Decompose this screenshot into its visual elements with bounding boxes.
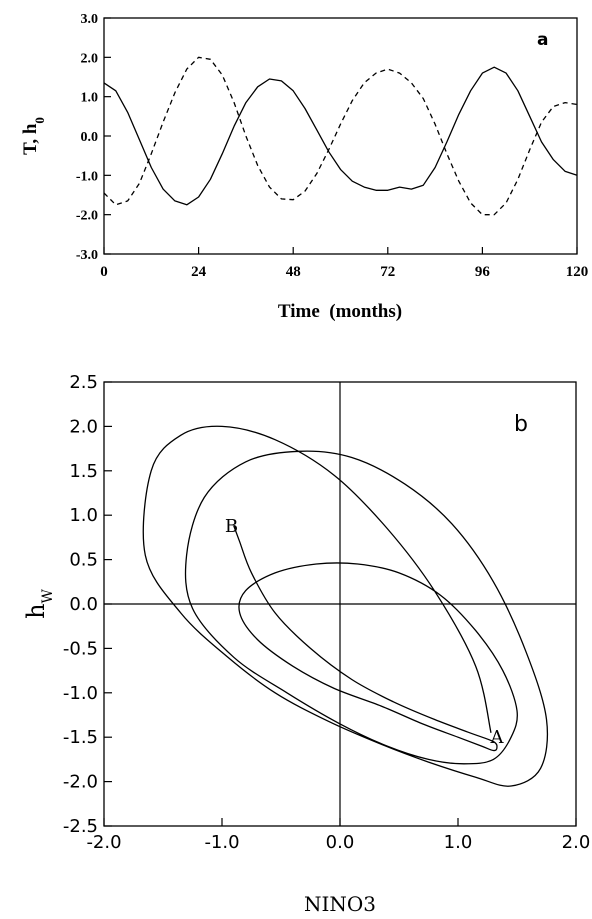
- panel-a-x-tick-label: 120: [566, 264, 589, 280]
- panel-b-x-tick-label: 2.0: [562, 832, 591, 853]
- panel-b-y-tick-label: 2.5: [69, 372, 98, 393]
- panel-b-y-tick-label: -2.0: [63, 772, 98, 793]
- panel-b-y-tick-label: -0.5: [63, 638, 98, 659]
- panel-a-y-tick-label: -1.0: [76, 169, 98, 184]
- panel-a-x-tick-label: 24: [191, 264, 207, 280]
- panel-b-x-axis-label: NINO3: [304, 892, 376, 916]
- panel-a-series-dashed-line: [103, 56, 578, 216]
- panel-b-annotation: b: [514, 412, 528, 437]
- panel-a-x-axis-label: Time (months): [278, 301, 402, 322]
- panel-a-y-tick-label: 3.0: [81, 12, 99, 27]
- panel-b-y-tick-label: 1.0: [69, 505, 98, 526]
- panel-a-x-tick-label: 48: [286, 264, 301, 280]
- panel-a-y-axis-label: T, h0: [20, 117, 47, 155]
- panel-b-y-tick-label: 1.5: [69, 461, 98, 482]
- panel-b-trajectory-line: [142, 425, 549, 787]
- panel-a-y-tick-label: -2.0: [76, 209, 98, 224]
- panel-a-series-solid-line: [103, 66, 578, 206]
- panel-b-y-axis-label: hW: [22, 588, 56, 618]
- panel-b-x-tick-label: 0.0: [326, 832, 355, 853]
- panel-b-point-label-B: B: [225, 516, 238, 537]
- panel-b-y-tick-label: 0.5: [69, 550, 98, 571]
- panel-a-y-tick-label: -3.0: [76, 248, 98, 263]
- panel-b-y-tick-label: 0.0: [69, 594, 98, 615]
- panel-a-y-tick-label: 2.0: [81, 51, 99, 66]
- panel-a-x-tick-label: 96: [475, 264, 491, 280]
- panel-a-plot-frame: [103, 17, 578, 255]
- panel-b-x-tick-label: 1.0: [444, 832, 473, 853]
- panel-a-annotation: a: [537, 30, 548, 50]
- panel-b-x-tick-label: -1.0: [204, 832, 239, 853]
- panel-a-y-tick-label: 1.0: [81, 91, 99, 106]
- panel-a-chart: 0 24 48 72 96 120 3.0 2.0 1.0 0.0 -1.0 -2.0 -3.0 a T…: [20, 12, 588, 322]
- panel-b-chart: -2.0 -1.0 0.0 1.0 2.0 2.5 2.0 1.5 1.0 0.5 0.0 -0.5 -…: [22, 372, 590, 916]
- panel-b-reference-lines: [104, 382, 576, 826]
- panel-b-ticks: -2.0 -1.0 0.0 1.0 2.0 2.5 2.0 1.5 1.0 0.5 0.0 -0.5 -…: [63, 372, 590, 853]
- panel-a-y-tick-label: 0.0: [81, 130, 99, 145]
- panel-b-x-tick-label: -2.0: [86, 832, 121, 853]
- panel-b-point-label-A: A: [489, 727, 504, 748]
- panel-a-ticks: 0 24 48 72 96 120 3.0 2.0 1.0 0.0 -1.0 -2.0 -3.0: [76, 12, 588, 280]
- panel-a-x-tick-label: 0: [100, 264, 108, 280]
- panel-a-series: [103, 56, 578, 216]
- panel-b-y-tick-label: -1.5: [63, 727, 98, 748]
- panel-a-x-tick-label: 72: [380, 264, 395, 280]
- panel-b-y-tick-label: -2.5: [63, 816, 98, 837]
- panel-b-y-tick-label: -1.0: [63, 683, 98, 704]
- panel-b-y-tick-label: 2.0: [69, 416, 98, 437]
- panel-b-trajectory: [142, 425, 549, 787]
